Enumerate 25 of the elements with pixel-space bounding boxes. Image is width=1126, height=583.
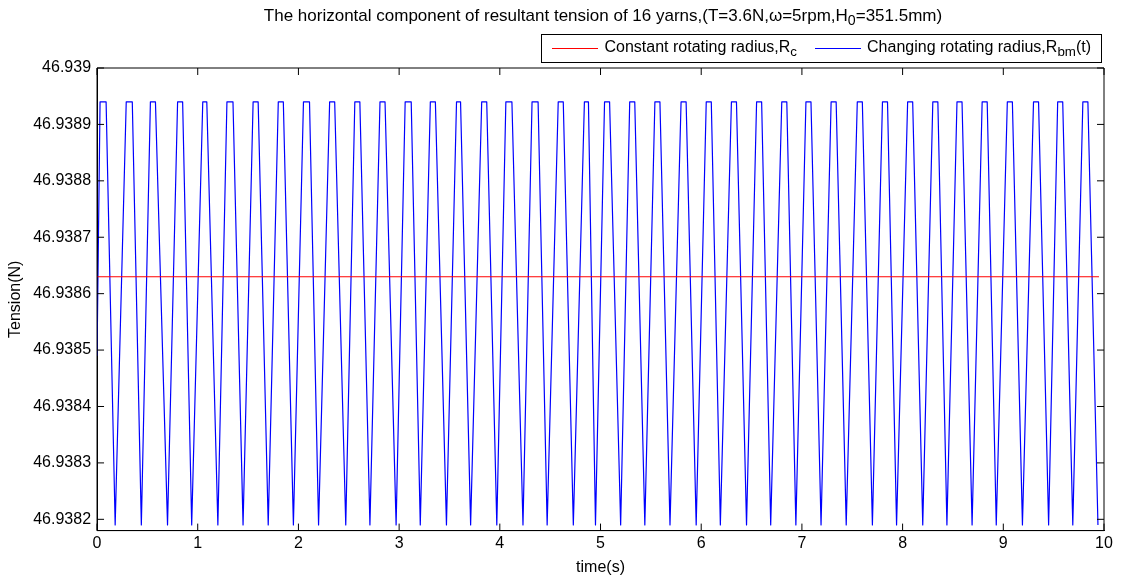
y-tick-label: 46.9385	[33, 340, 92, 358]
chart-title: The horizontal component of resultant tension of 16 yarns,(T=3.6N,ω=5rpm,H$_{0}$=351.5mm)	[262, 6, 944, 29]
y-tick-label: 46.9387	[33, 227, 92, 245]
x-tick-label: 6	[696, 533, 706, 551]
y-tick-label: 46.9384	[33, 396, 92, 414]
x-tick-label: 3	[394, 533, 404, 551]
y-tick-label: 46.9383	[33, 453, 92, 471]
legend-label: Changing rotating radius,R$_{bm}$(t)	[867, 38, 1091, 60]
y-tick-label: 46.9389	[33, 114, 92, 132]
y-axis-title: Tension(N)	[6, 260, 24, 338]
x-tick-label: 0	[92, 533, 102, 551]
y-tick-label: 46.9388	[33, 171, 92, 189]
x-tick-label: 10	[1095, 533, 1113, 551]
y-tick-label: 46.9386	[33, 284, 92, 302]
x-tick-label: 4	[495, 533, 505, 551]
legend-label: Constant rotating radius,R$_{c}$	[604, 38, 798, 60]
y-tick-label: 46.9382	[33, 509, 92, 527]
x-tick-label: 2	[293, 533, 303, 551]
x-tick-label: 9	[998, 533, 1008, 551]
x-tick-label: 7	[797, 533, 807, 551]
x-axis-title: time(s)	[576, 557, 625, 575]
y-tick-label: 46.939	[42, 58, 92, 76]
x-tick-label: 5	[596, 533, 606, 551]
x-tick-label: 8	[898, 533, 908, 551]
x-tick-label: 1	[193, 533, 203, 551]
